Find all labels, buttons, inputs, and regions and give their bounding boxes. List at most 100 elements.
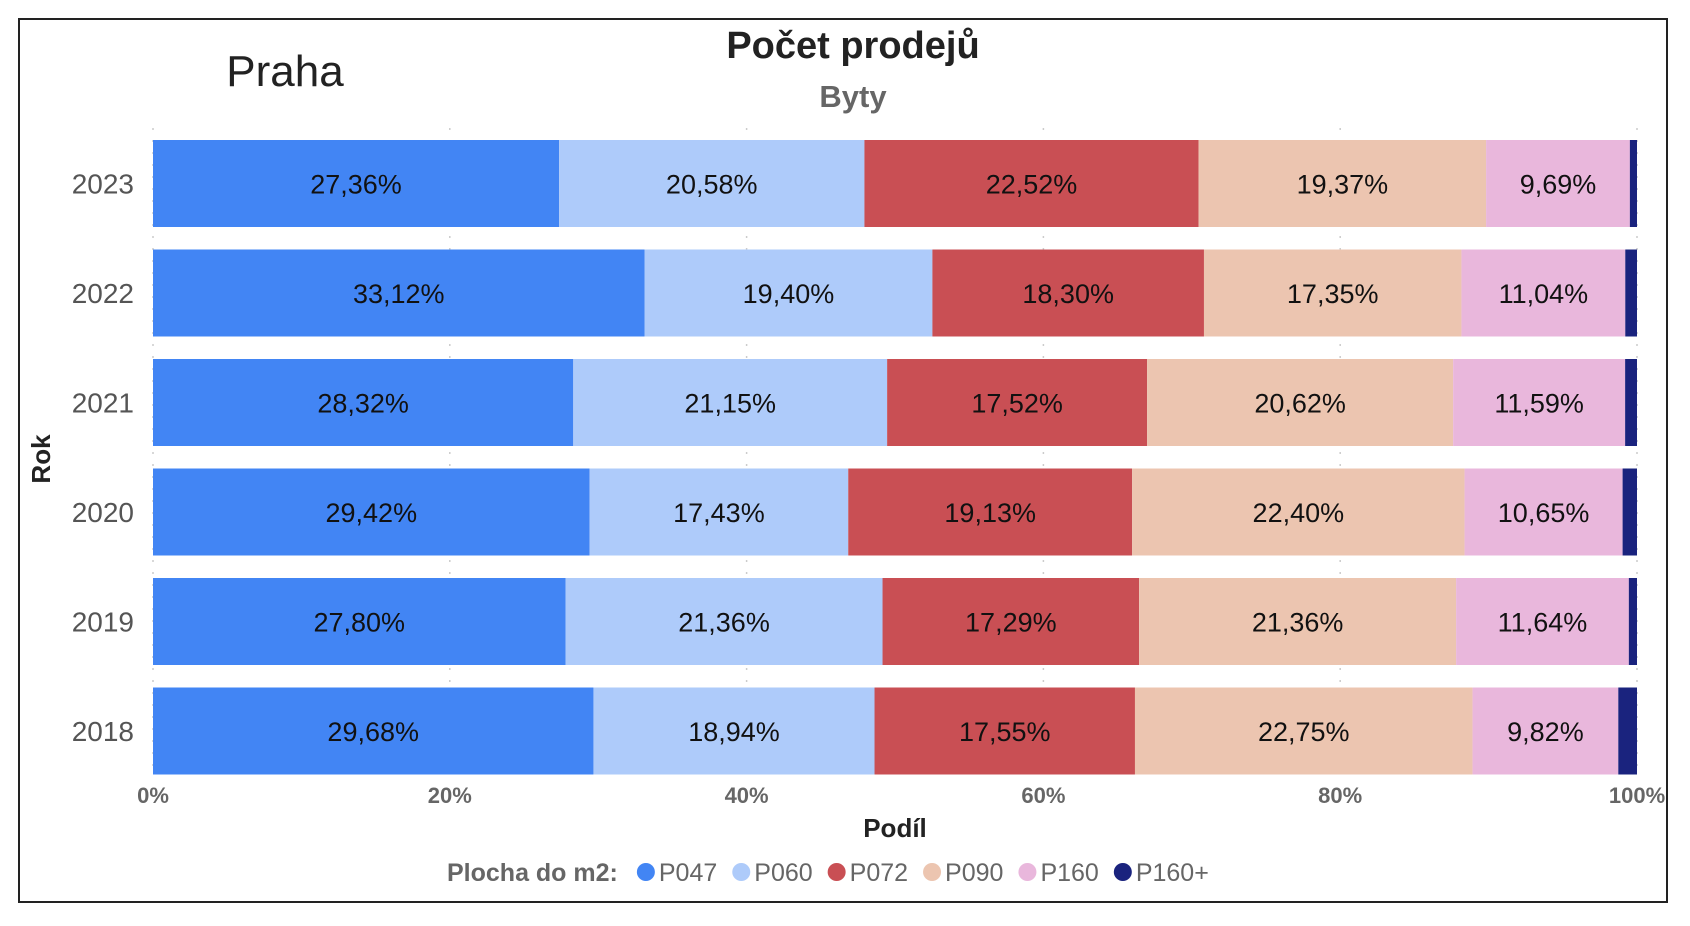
data-label: 21,15% (684, 389, 776, 419)
legend-marker (1113, 863, 1132, 881)
data-label: 19,13% (944, 498, 1036, 528)
data-label: 29,68% (327, 717, 419, 747)
bar-segment-P060 (559, 140, 865, 227)
x-tick-label: 20% (428, 783, 472, 808)
category-label: 2020 (72, 497, 134, 528)
bar-segment-P160 (1486, 140, 1630, 227)
data-label: 9,82% (1507, 717, 1584, 747)
data-label: 27,36% (310, 170, 402, 200)
data-label: 9,69% (1520, 170, 1597, 200)
data-label: 33,12% (353, 279, 445, 309)
category-label: 2018 (72, 716, 134, 747)
chart-frame (18, 18, 1668, 903)
data-label: 10,65% (1498, 498, 1590, 528)
x-axis-label: Podíl (863, 813, 927, 843)
legend-entry: P160+ (1136, 859, 1209, 887)
bar-segment-P160+ (1622, 468, 1637, 556)
bar-segment-P160+ (1618, 687, 1637, 775)
legend-marker (923, 863, 942, 881)
bar-segment-P090 (1132, 468, 1465, 556)
data-label: 27,80% (313, 608, 405, 638)
data-label: 11,64% (1498, 608, 1588, 638)
bar-segment-P090 (1139, 578, 1457, 665)
legend-entry: P060 (754, 859, 812, 887)
bars: 27,36% 20,58% 22,52% 19,37% 9,69% 33,12% 19,40… (153, 140, 1637, 775)
bar-segment-P060 (593, 687, 875, 775)
legend: Plocha do m2: P047 P060 P072 P090 P160 P160+ (447, 859, 1209, 887)
bar-segment-P090 (1147, 359, 1454, 446)
legend-marker (636, 863, 655, 881)
x-tick-label: 100% (1609, 783, 1665, 808)
bar-segment-P160+ (1629, 140, 1637, 227)
bar-segment-P090 (1134, 687, 1473, 775)
bar-segment-P090 (1203, 249, 1462, 337)
x-tick-label: 80% (1318, 783, 1362, 808)
data-label: 17,35% (1287, 279, 1379, 309)
data-label: 17,43% (673, 498, 765, 528)
chart-subtitle: Byty (819, 79, 887, 114)
bar-segment-P060 (589, 468, 849, 556)
bar-segment-P160+ (1625, 249, 1637, 337)
legend-marker (732, 863, 751, 881)
data-label: 18,94% (688, 717, 780, 747)
bar-segment-P160 (1464, 468, 1623, 556)
data-label: 22,75% (1258, 717, 1350, 747)
bar-segment-P047 (153, 249, 645, 337)
x-tick-label: 40% (725, 783, 769, 808)
bar-segment-P047 (153, 359, 574, 446)
data-label: 22,40% (1253, 498, 1345, 528)
data-label: 11,59% (1494, 389, 1584, 419)
category-label: 2021 (72, 388, 134, 419)
x-tick-label: 0% (137, 783, 169, 808)
bar-segment-P160 (1456, 578, 1629, 665)
legend-entry: P072 (850, 859, 908, 887)
data-label: 11,04% (1499, 279, 1589, 309)
data-label: 22,52% (986, 170, 1078, 200)
legend-entry: P090 (945, 859, 1003, 887)
x-tick-labels: 0% 20% 40% 60% 80% 100% (137, 783, 1665, 808)
bar-segment-P047 (153, 468, 590, 556)
data-label: 17,52% (971, 389, 1063, 419)
bar-segment-P047 (153, 140, 560, 227)
legend-marker (827, 863, 846, 881)
bar-segment-P160+ (1625, 359, 1637, 446)
data-label: 19,40% (743, 279, 835, 309)
data-label: 17,55% (959, 717, 1051, 747)
region-label: Praha (226, 47, 344, 96)
bar-segment-P060 (565, 578, 883, 665)
bar-segment-P160 (1472, 687, 1619, 775)
legend-entry: P160 (1040, 859, 1098, 887)
bar-segment-P160+ (1628, 578, 1637, 665)
x-tick-label: 60% (1021, 783, 1065, 808)
category-label: 2019 (72, 607, 134, 638)
legend-title: Plocha do m2: (447, 859, 618, 887)
y-axis-label: Rok (26, 434, 56, 484)
bar-segment-P160 (1453, 359, 1626, 446)
data-label: 19,37% (1297, 170, 1389, 200)
category-label: 2023 (72, 169, 134, 200)
legend-marker (1018, 863, 1037, 881)
data-label: 21,36% (678, 608, 770, 638)
bar-segment-P047 (153, 687, 594, 775)
bar-segment-P060 (573, 359, 888, 446)
data-label: 28,32% (317, 389, 409, 419)
data-label: 18,30% (1022, 279, 1114, 309)
bar-segment-P047 (153, 578, 566, 665)
legend-entry: P047 (659, 859, 717, 887)
bar-segment-P072 (932, 249, 1204, 337)
bar-segment-P072 (864, 140, 1199, 227)
bar-segment-P072 (882, 578, 1140, 665)
chart-title: Počet prodejů (726, 25, 979, 67)
bar-segment-P072 (874, 687, 1135, 775)
bar-segment-P072 (848, 468, 1133, 556)
bar-segment-P072 (887, 359, 1148, 446)
data-label: 20,62% (1254, 389, 1346, 419)
data-label: 29,42% (326, 498, 418, 528)
data-label: 21,36% (1252, 608, 1344, 638)
bar-segment-P090 (1198, 140, 1487, 227)
category-label: 2022 (72, 278, 134, 309)
category-labels: 2023 2022 2021 2020 2019 2018 (72, 169, 134, 748)
bar-segment-P160 (1461, 249, 1626, 337)
data-label: 17,29% (965, 608, 1057, 638)
